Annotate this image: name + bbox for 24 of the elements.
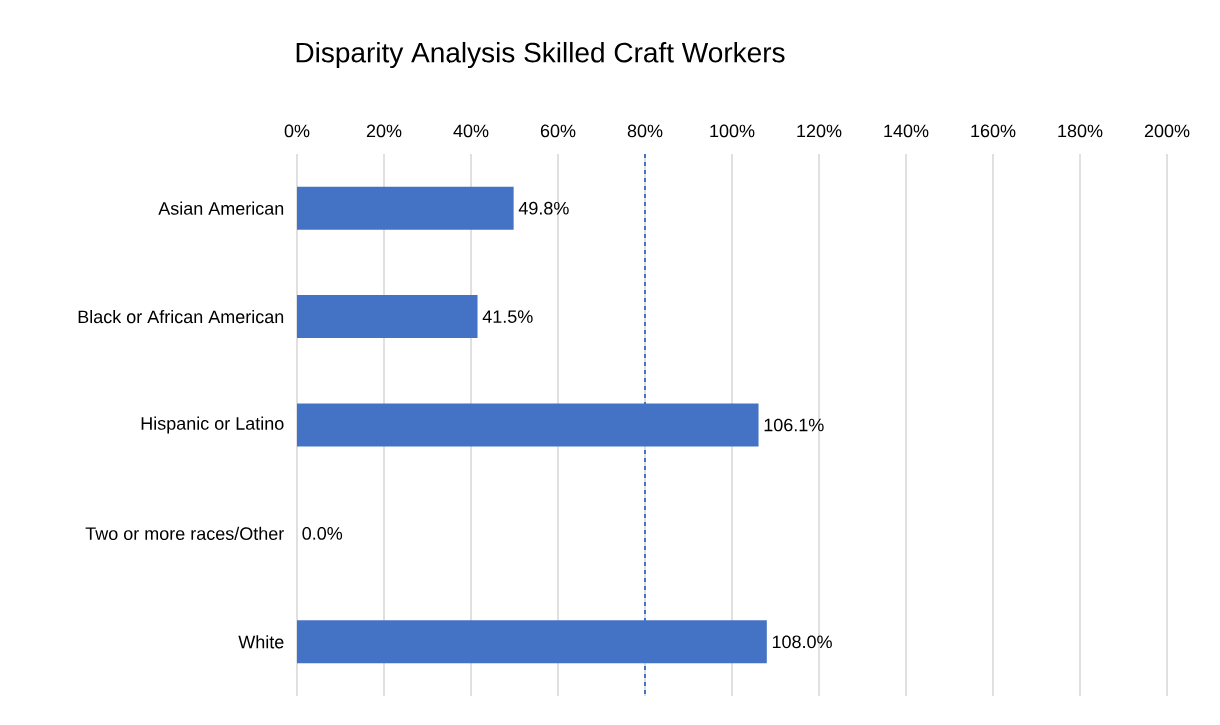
x-tick-label: 40% [453, 124, 489, 138]
data-label: 108.0% [772, 635, 832, 649]
x-tick-label: 180% [1058, 124, 1103, 138]
x-tick-label: 140% [884, 124, 929, 138]
data-label: 0.0% [302, 527, 343, 540]
y-tick-label: Black or African American [78, 309, 284, 324]
x-tick-label: 200% [1144, 124, 1190, 138]
y-tick-label: Two or more races/Other [85, 526, 284, 541]
chart-title: Disparity Analysis Skilled Craft Workers [296, 41, 785, 69]
bar [297, 295, 478, 339]
data-label: 49.8% [518, 201, 569, 215]
data-label: 41.5% [482, 310, 533, 323]
x-tick-label: 120% [797, 124, 842, 138]
data-label: 106.1% [764, 418, 824, 432]
x-tick-label: 100% [710, 124, 755, 138]
x-tick-label: 80% [627, 124, 663, 138]
x-tick-label: 160% [971, 124, 1016, 138]
bar [297, 186, 514, 230]
y-tick-label: Asian American [158, 201, 284, 215]
x-tick-label: 60% [540, 124, 576, 138]
x-tick-label: 20% [366, 124, 402, 138]
y-tick-label: White [238, 635, 284, 649]
y-tick-label: Hispanic or Latino [141, 416, 284, 434]
x-tick-label: 0% [284, 124, 310, 138]
